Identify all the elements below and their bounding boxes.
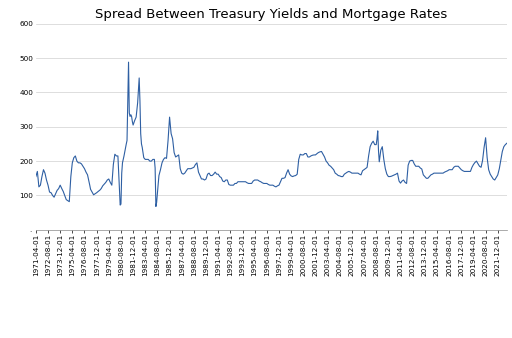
Title: Spread Between Treasury Yields and Mortgage Rates: Spread Between Treasury Yields and Mortg… (95, 8, 447, 21)
Text: .: . (29, 227, 31, 233)
